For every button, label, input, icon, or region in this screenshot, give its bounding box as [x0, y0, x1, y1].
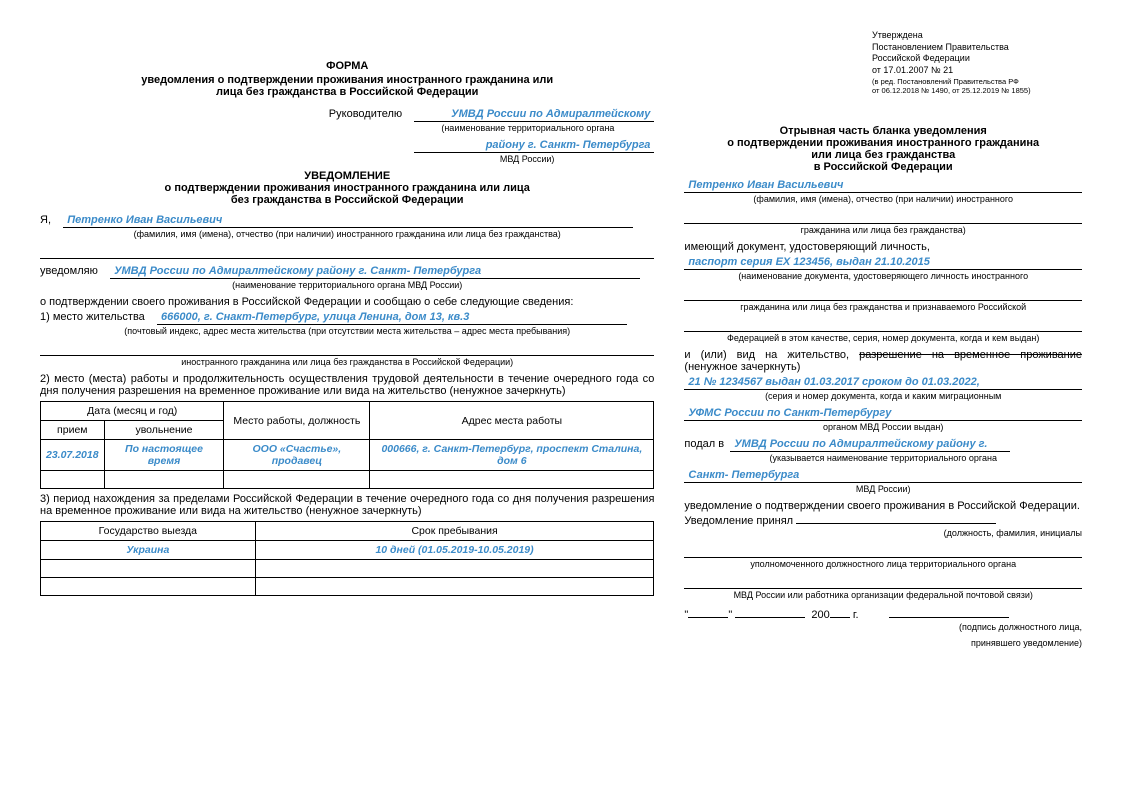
work-r1c3: ООО «Счастье», продавец — [224, 440, 370, 471]
abroad-h1: Государство выезда — [41, 522, 256, 541]
year-suffix: г. — [853, 609, 859, 621]
notify-label: уведомляю — [40, 265, 98, 277]
abroad-r1c1: Украина — [41, 541, 256, 560]
vnzh-strike: разрешение на временное проживание — [859, 349, 1082, 361]
work-h1: Дата (месяц и год) — [41, 402, 224, 421]
vnzh2: (ненужное зачеркнуть) — [684, 361, 800, 373]
appr1: Утверждена — [872, 30, 1082, 42]
name-hint: (фамилия, имя (имена), отчество (при нал… — [40, 229, 654, 239]
received-field — [796, 523, 996, 524]
vnzh-hint2: органом МВД России выдан) — [684, 422, 1082, 432]
received-hint3: МВД России или работника организации фед… — [684, 590, 1082, 600]
item1-label: 1) место жительства — [40, 311, 145, 323]
appr2: Постановлением Правительства — [872, 42, 1082, 54]
stub-confirm: уведомление о подтверждении своего прожи… — [684, 500, 1082, 512]
work-h1a: прием — [41, 421, 105, 440]
head-hint1: (наименование территориального органа — [40, 123, 654, 133]
abroad-table: Государство выезда Срок пребывания Украи… — [40, 521, 654, 596]
stub-name: Петренко Иван Васильевич — [684, 179, 1082, 193]
signature-field — [889, 617, 1009, 618]
appr3: Российской Федерации — [872, 53, 1082, 65]
podal-label: подал в — [684, 438, 724, 450]
work-r1c1: 23.07.2018 — [41, 440, 105, 471]
work-r1c2: По настоящее время — [104, 440, 224, 471]
head-hint2: МВД России) — [40, 154, 654, 164]
item1-hint2: иностранного гражданина или лица без гра… — [40, 357, 654, 367]
head-value2: району г. Санкт- Петербурга — [414, 139, 654, 153]
stub-doc-hint3: Федерацией в этом качестве, серия, номер… — [684, 333, 1082, 343]
notice-sub1: о подтверждении проживания иностранного … — [40, 182, 654, 194]
blank-line2 — [40, 342, 654, 356]
notify-hint: (наименование территориального органа МВ… — [40, 280, 654, 290]
vnzh-hint1: (серия и номер документа, когда и каким … — [684, 391, 1082, 401]
stub-doc-hint1: (наименование документа, удостоверяющего… — [684, 271, 1082, 281]
podal-hint2: МВД России) — [684, 484, 1082, 494]
form-sub2: лица без гражданства в Российской Федера… — [40, 86, 654, 98]
year-prefix: 200 — [811, 609, 829, 621]
stub-doc-value: паспорт серия ЕХ 123456, выдан 21.10.201… — [684, 256, 1082, 270]
form-sub1: уведомления о подтверждении проживания и… — [40, 74, 654, 86]
item3-text: 3) период нахождения за пределами Россий… — [40, 493, 654, 517]
work-table: Дата (месяц и год) Место работы, должнос… — [40, 401, 654, 489]
confirm-text: о подтверждении своего проживания в Росс… — [40, 296, 654, 308]
podal-value2: Санкт- Петербурга — [684, 469, 1082, 483]
vnzh-value2: УФМС России по Санкт-Петербургу — [684, 407, 1082, 421]
stub-title1: Отрывная часть бланка уведомления — [684, 125, 1082, 137]
item1-hint1: (почтовый индекс, адрес места жительства… — [40, 326, 654, 336]
tear-off-stub: Утверждена Постановлением Правительства … — [684, 30, 1082, 763]
stub-title4: в Российской Федерации — [684, 161, 1082, 173]
received-label: Уведомление принял — [684, 515, 793, 527]
stub-doc-label: имеющий документ, удостоверяющий личност… — [684, 241, 1082, 253]
ya-label: Я, — [40, 214, 51, 226]
form-title: ФОРМА — [40, 60, 654, 72]
sig-hint2: принявшего уведомление) — [684, 638, 1082, 648]
work-h1b: увольнение — [104, 421, 224, 440]
stub-name-hint2: гражданина или лица без гражданства) — [684, 225, 1082, 235]
abroad-h2: Срок пребывания — [255, 522, 654, 541]
work-h2: Место работы, должность — [224, 402, 370, 440]
stub-title3: или лица без гражданства — [684, 149, 1082, 161]
work-r1c4: 000666, г. Санкт-Петербург, проспект Ста… — [370, 440, 654, 471]
appr5: (в ред. Постановлений Правительства РФ — [872, 77, 1082, 86]
received-hint: (должность, фамилия, инициалы — [684, 528, 1082, 538]
sig-hint1: (подпись должностного лица, — [684, 622, 1082, 632]
stub-title2: о подтверждении проживания иностранного … — [684, 137, 1082, 149]
item1-value: 666000, г. Снакт-Петербург, улица Ленина… — [157, 311, 627, 325]
stub-name-hint: (фамилия, имя (имена), отчество (при нал… — [684, 194, 1082, 204]
notify-value: УМВД России по Адмиралтейскому району г.… — [110, 265, 640, 279]
podal-hint: (указывается наименование территориально… — [684, 453, 1082, 463]
podal-value1: УМВД России по Адмиралтейскому району г. — [730, 438, 1010, 452]
appr4: от 17.01.2007 № 21 — [872, 65, 1082, 77]
notice-title: УВЕДОМЛЕНИЕ — [40, 170, 654, 182]
work-h3: Адрес места работы — [370, 402, 654, 440]
notice-sub2: без гражданства в Российской Федерации — [40, 194, 654, 206]
vnzh1: и (или) вид на жительство, — [684, 349, 849, 361]
head-value1: УМВД России по Адмиралтейскому — [414, 108, 654, 122]
approval-block: Утверждена Постановлением Правительства … — [872, 30, 1082, 95]
appr6: от 06.12.2018 № 1490, от 25.12.2019 № 18… — [872, 86, 1082, 95]
abroad-r1c2: 10 дней (01.05.2019-10.05.2019) — [255, 541, 654, 560]
full-name: Петренко Иван Васильевич — [63, 214, 633, 228]
main-form: ФОРМА уведомления о подтверждении прожив… — [40, 30, 654, 763]
received-hint2: уполномоченного должностного лица террит… — [684, 559, 1082, 569]
blank-line — [40, 245, 654, 259]
stub-doc-hint2: гражданина или лица без гражданства и пр… — [684, 302, 1082, 312]
vnzh-value1: 21 № 1234567 выдан 01.03.2017 сроком до … — [684, 376, 1082, 390]
head-label: Руководителю — [329, 108, 402, 120]
item2-text: 2) место (места) работы и продолжительно… — [40, 373, 654, 397]
